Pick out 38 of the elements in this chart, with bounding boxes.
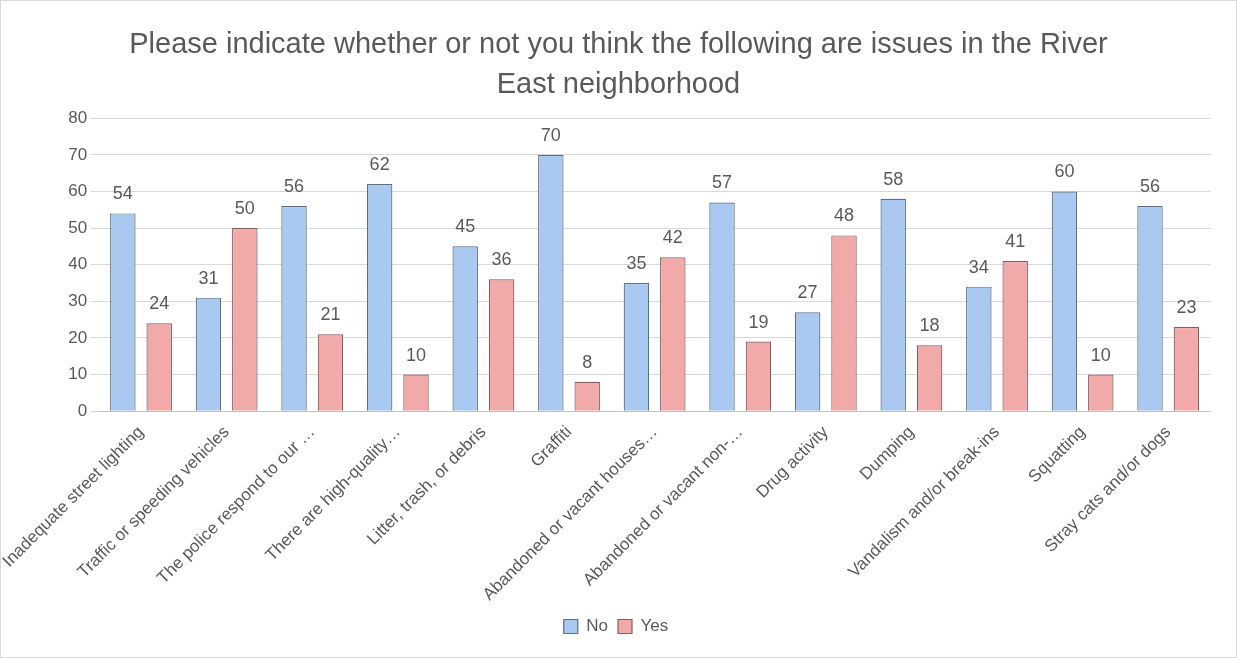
data-label: 35	[626, 252, 647, 273]
legend-label: Yes	[640, 616, 669, 636]
data-label: 50	[234, 198, 255, 219]
data-label: 36	[491, 249, 512, 270]
data-label: 60	[1054, 161, 1075, 182]
data-label: 21	[320, 304, 341, 325]
y-tick-label: 60	[68, 181, 88, 201]
data-label: 54	[112, 183, 133, 204]
y-tick-label: 50	[68, 217, 88, 237]
data-label: 10	[406, 344, 427, 365]
y-tick-label: 0	[77, 400, 88, 420]
data-label: 42	[662, 227, 683, 248]
data-label: 62	[369, 154, 390, 175]
data-label: 58	[883, 168, 904, 189]
y-tick-label: 80	[68, 107, 88, 127]
data-label: 27	[797, 282, 818, 303]
data-label: 34	[968, 256, 989, 277]
y-tick-label: 20	[68, 327, 88, 347]
y-tick-label: 70	[68, 144, 88, 164]
data-label: 70	[540, 124, 561, 145]
chart-title: Please indicate whether or not you think the following are issues in the River East neighborhood	[128, 26, 1109, 101]
data-label: 41	[1005, 230, 1026, 251]
data-label: 10	[1090, 344, 1111, 365]
y-tick-label: 30	[68, 290, 88, 310]
data-label: 23	[1176, 296, 1197, 317]
y-tick-label: 10	[68, 364, 88, 384]
data-label: 45	[455, 216, 476, 237]
legend-label: No	[586, 616, 608, 636]
data-label: 56	[1140, 176, 1161, 197]
data-label: 19	[748, 311, 769, 332]
data-label: 31	[198, 267, 219, 288]
data-label: 48	[833, 205, 855, 226]
data-label: 18	[919, 315, 940, 336]
data-label: 8	[582, 351, 593, 372]
data-label: 24	[149, 293, 170, 314]
data-label: 56	[284, 176, 305, 197]
y-tick-label: 40	[68, 254, 88, 274]
data-label: 57	[712, 172, 733, 193]
